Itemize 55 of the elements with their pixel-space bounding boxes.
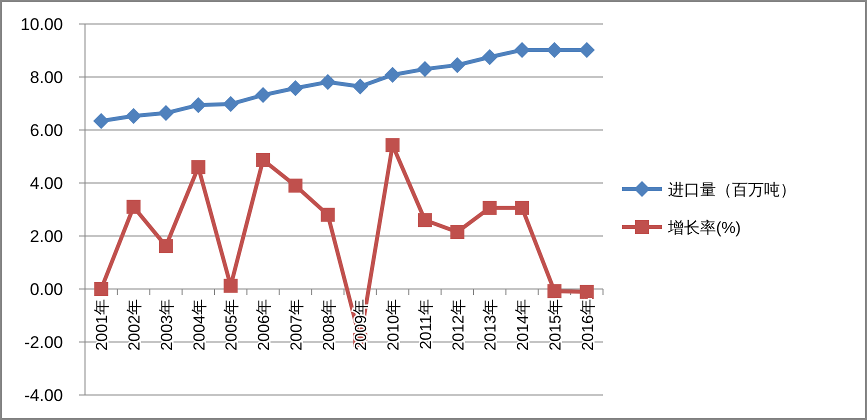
point bbox=[386, 138, 400, 152]
x-tick-label: 2014年 bbox=[515, 299, 532, 351]
x-tick-label: 2008年 bbox=[320, 299, 338, 351]
x-tick-label: 2006年 bbox=[256, 299, 274, 351]
y-tick-label: 2.00 bbox=[30, 227, 63, 246]
y-tick-label: 0.00 bbox=[30, 280, 63, 299]
point bbox=[580, 284, 594, 299]
y-tick-label: -4.00 bbox=[24, 386, 63, 405]
point bbox=[158, 239, 173, 254]
point bbox=[93, 112, 110, 129]
x-tick-label: 2015年 bbox=[547, 299, 564, 351]
point bbox=[190, 97, 206, 114]
point bbox=[449, 57, 466, 74]
point bbox=[547, 284, 562, 298]
legend-label: 进口量（百万吨） bbox=[668, 181, 796, 199]
point bbox=[222, 96, 239, 112]
y-tick-label: 4.00 bbox=[30, 174, 63, 193]
y-tick-label: -2.00 bbox=[24, 333, 63, 352]
x-tick-label: 2007年 bbox=[288, 299, 306, 351]
x-tick-label: 2004年 bbox=[191, 299, 208, 351]
point bbox=[450, 225, 464, 240]
point bbox=[94, 282, 108, 296]
point bbox=[578, 42, 595, 58]
y-tick-label: 8.00 bbox=[30, 68, 63, 87]
point bbox=[158, 105, 174, 122]
x-tick-label: 2013年 bbox=[482, 299, 500, 351]
x-tick-label: 2009年 bbox=[353, 299, 370, 351]
point bbox=[287, 80, 304, 96]
x-tick-label: 2011年 bbox=[418, 299, 435, 350]
point bbox=[256, 152, 270, 167]
x-tick-label: 2003年 bbox=[158, 299, 176, 351]
x-tick-label: 2005年 bbox=[224, 299, 241, 351]
point bbox=[416, 61, 433, 78]
point bbox=[126, 108, 142, 124]
point bbox=[418, 213, 432, 228]
point bbox=[482, 49, 498, 66]
point bbox=[126, 200, 141, 214]
point bbox=[320, 208, 335, 222]
x-tick-label: 2012年 bbox=[450, 299, 468, 351]
point bbox=[191, 160, 206, 174]
point bbox=[482, 200, 497, 215]
y-tick-label: 10.00 bbox=[20, 15, 63, 34]
point bbox=[384, 66, 401, 83]
legend-label: 增长率(%) bbox=[667, 219, 741, 237]
point bbox=[320, 74, 336, 90]
point bbox=[352, 78, 368, 95]
point bbox=[224, 278, 238, 293]
point bbox=[288, 178, 302, 193]
x-tick-label: 2016年 bbox=[580, 299, 597, 351]
point bbox=[515, 200, 530, 215]
x-tick-label: 2002年 bbox=[126, 299, 144, 351]
x-tick-label: 2001年 bbox=[94, 299, 112, 351]
point bbox=[255, 87, 272, 104]
y-tick-label: 6.00 bbox=[30, 121, 63, 140]
x-tick-label: 2010年 bbox=[386, 299, 403, 351]
